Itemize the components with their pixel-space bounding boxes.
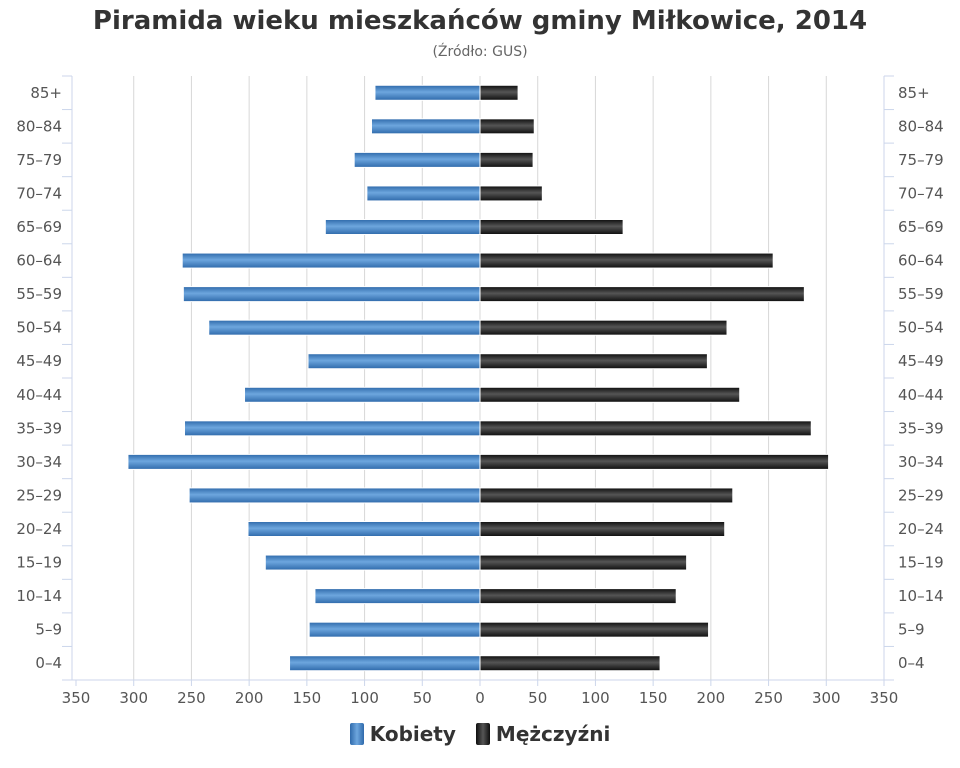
y-tick-label-right: 15–19: [898, 554, 944, 572]
x-tick-label: 250: [177, 689, 206, 707]
x-tick-label: 150: [293, 689, 322, 707]
bar-men-5–9: [479, 621, 710, 638]
bar-women-30–34: [127, 453, 481, 470]
x-tick-label: 0: [475, 689, 485, 707]
bar-men-60–64: [479, 252, 774, 269]
legend-item-men[interactable]: Mężczyźni: [475, 722, 611, 746]
y-tick-label-right: 70–74: [898, 184, 944, 202]
y-tick-label-right: 0–4: [898, 654, 925, 672]
y-tick-label-left: 5–9: [35, 621, 62, 639]
bar-men-0–4: [479, 655, 661, 672]
bar-men-50–54: [479, 319, 728, 336]
bar-men-55–59: [479, 286, 805, 303]
legend-label-women: Kobiety: [369, 722, 456, 746]
population-pyramid-chart: 350 300 250 200 150 100 50 0 50 100 150 200 250 300 35…: [16, 75, 944, 707]
bar-women-15–19: [264, 554, 481, 571]
y-tick-label-right: 5–9: [898, 621, 925, 639]
bar-men-80–84: [479, 118, 535, 135]
bar-women-70–74: [366, 185, 481, 202]
x-tick-label: 300: [812, 689, 841, 707]
bar-women-40–44: [244, 386, 481, 403]
bar-women-20–24: [247, 521, 481, 537]
y-tick-label-right: 25–29: [898, 486, 944, 504]
bar-women-80–84: [370, 118, 481, 135]
y-tick-label-left: 25–29: [16, 486, 62, 504]
bar-women-5–9: [308, 621, 481, 638]
x-tick-label: 200: [697, 689, 726, 707]
legend-item-women[interactable]: Kobiety: [349, 722, 456, 746]
bar-men-30–34: [479, 453, 830, 470]
bar-men-35–39: [479, 420, 812, 437]
y-tick-label-right: 50–54: [898, 319, 944, 337]
bar-men-25–29: [479, 487, 734, 504]
y-tick-label-left: 60–64: [16, 252, 62, 270]
legend-swatch-women: [349, 723, 364, 745]
y-tick-label-right: 60–64: [898, 252, 944, 270]
chart-title: Piramida wieku mieszkańców gminy Miłkowi…: [92, 6, 868, 36]
y-tick-label-right: 10–14: [898, 587, 944, 605]
legend-swatch-men: [475, 723, 490, 745]
y-tick-label-left: 15–19: [16, 554, 62, 572]
legend-label-men: Mężczyźni: [495, 722, 611, 746]
bar-women-25–29: [188, 487, 481, 504]
y-tick-label-left: 70–74: [16, 184, 62, 202]
x-tick-label: 50: [528, 689, 547, 707]
x-tick-label: 250: [754, 689, 783, 707]
bar-men-85+: [479, 84, 519, 101]
bar-men-75–79: [479, 151, 534, 168]
bar-women-55–59: [182, 286, 481, 303]
x-tick-label: 100: [581, 689, 610, 707]
y-tick-label-right: 80–84: [898, 117, 944, 135]
y-tick-label-left: 10–14: [16, 587, 62, 605]
y-tick-label-left: 30–34: [16, 453, 62, 471]
bar-women-85+: [374, 84, 481, 101]
bar-women-65–69: [324, 219, 481, 235]
y-tick-label-left: 35–39: [16, 419, 62, 437]
y-tick-label-left: 50–54: [16, 319, 62, 337]
y-tick-label-right: 35–39: [898, 419, 944, 437]
y-tick-label-left: 20–24: [16, 520, 62, 538]
x-tick-label: 100: [350, 689, 379, 707]
bar-men-65–69: [479, 219, 624, 235]
bar-women-35–39: [184, 420, 481, 437]
chart-legend: Kobiety Mężczyźni: [0, 722, 960, 746]
bar-women-0–4: [289, 655, 481, 672]
bar-men-15–19: [479, 554, 688, 571]
x-tick-label: 50: [413, 689, 432, 707]
y-tick-label-right: 75–79: [898, 151, 944, 169]
x-tick-label: 200: [235, 689, 264, 707]
y-tick-label-left: 40–44: [16, 386, 62, 404]
bar-women-60–64: [181, 252, 481, 269]
y-tick-label-left: 0–4: [35, 654, 62, 672]
chart-subtitle: (Źródło: GUS): [432, 44, 528, 60]
x-tick-label: 350: [62, 689, 91, 707]
y-tick-label-left: 75–79: [16, 151, 62, 169]
y-tick-label-right: 85+: [898, 84, 930, 102]
x-tick-label: 150: [639, 689, 668, 707]
y-tick-label-right: 20–24: [898, 520, 944, 538]
y-tick-label-right: 30–34: [898, 453, 944, 471]
y-tick-label-right: 45–49: [898, 352, 944, 370]
bar-men-45–49: [479, 353, 708, 370]
bar-women-45–49: [307, 353, 481, 370]
y-tick-label-right: 65–69: [898, 218, 944, 236]
y-tick-label-right: 55–59: [898, 285, 944, 303]
y-tick-label-right: 40–44: [898, 386, 944, 404]
bar-men-40–44: [479, 386, 741, 403]
y-tick-label-left: 45–49: [16, 352, 62, 370]
y-tick-label-left: 85+: [30, 84, 62, 102]
bar-women-50–54: [208, 319, 481, 336]
bar-men-20–24: [479, 521, 726, 537]
y-tick-label-left: 55–59: [16, 285, 62, 303]
bar-men-10–14: [479, 588, 677, 605]
x-tick-label: 300: [119, 689, 148, 707]
bar-women-10–14: [314, 588, 481, 605]
x-tick-label: 350: [870, 689, 899, 707]
bar-men-70–74: [479, 185, 543, 202]
y-tick-label-left: 65–69: [16, 218, 62, 236]
y-tick-label-left: 80–84: [16, 117, 62, 135]
bar-women-75–79: [353, 151, 481, 168]
